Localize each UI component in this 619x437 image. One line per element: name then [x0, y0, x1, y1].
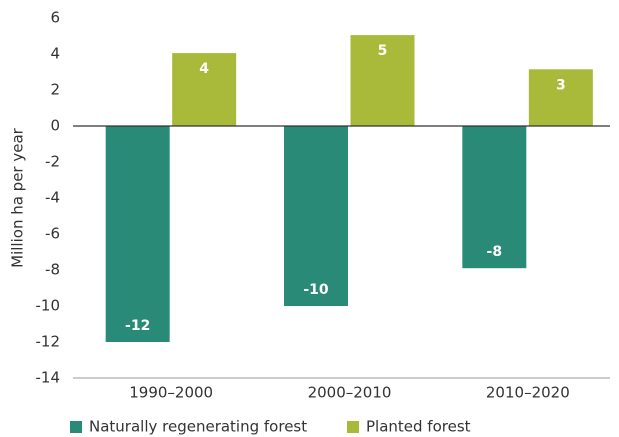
bar [284, 126, 348, 306]
y-axis-label: Million ha per year [9, 127, 27, 268]
bar [105, 126, 170, 342]
y-tick-label: -10 [36, 297, 61, 315]
value-label: 3 [556, 77, 566, 93]
legend-swatch [70, 421, 82, 433]
value-label: 5 [378, 43, 388, 59]
legend-label: Planted forest [366, 418, 471, 436]
y-tick-label: -2 [45, 153, 60, 171]
y-tick-label: 6 [50, 9, 60, 27]
value-label: -12 [125, 318, 150, 334]
y-tick-label: -14 [36, 369, 61, 387]
y-tick-label: -8 [45, 261, 60, 279]
bar [172, 53, 237, 126]
y-tick-label: -4 [45, 189, 60, 207]
x-tick-label: 1990–2000 [129, 384, 213, 402]
legend-swatch [347, 421, 359, 433]
x-tick-label: 2010–2020 [486, 384, 570, 402]
y-tick-label: 2 [50, 81, 60, 99]
bar [462, 126, 527, 269]
value-label: -8 [487, 244, 503, 260]
x-tick-label: 2000–2010 [308, 384, 392, 402]
value-label: 4 [199, 61, 209, 77]
y-tick-label: 4 [50, 45, 60, 63]
value-label: -10 [303, 282, 329, 298]
y-tick-label: -6 [45, 225, 60, 243]
legend-label: Naturally regenerating forest [89, 418, 307, 436]
bar [528, 69, 593, 126]
y-tick-label: -12 [36, 333, 61, 351]
y-tick-label: 0 [50, 117, 60, 135]
bar [350, 35, 415, 126]
